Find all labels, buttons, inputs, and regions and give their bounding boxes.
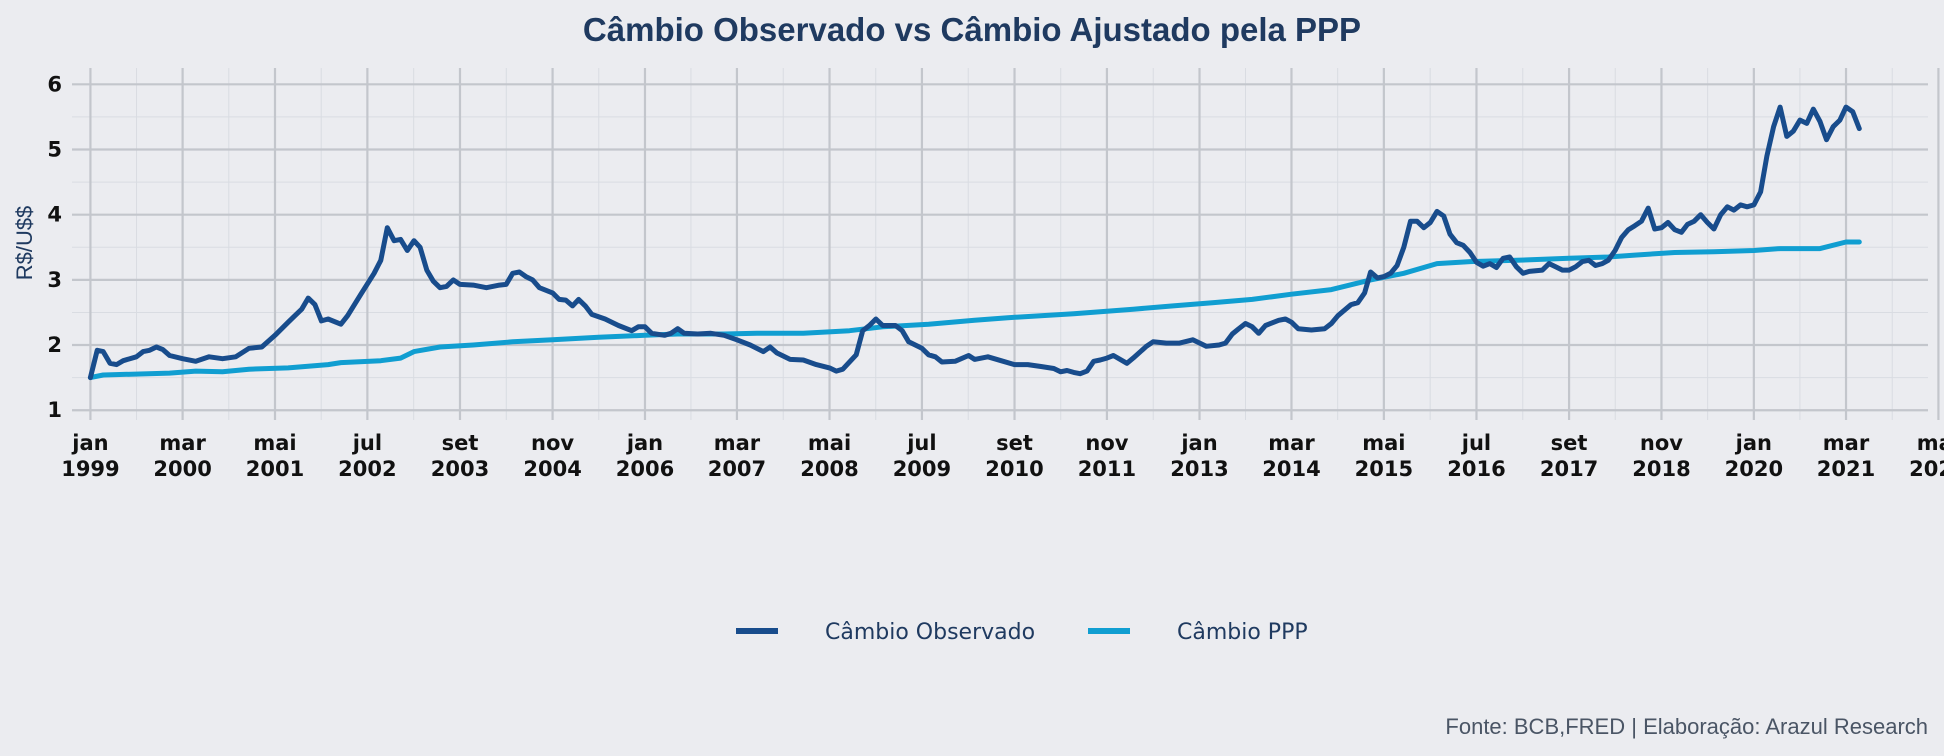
x-tick-year: 2006 xyxy=(616,457,674,481)
x-tick-year: 2007 xyxy=(708,457,766,481)
x-tick-month: jan xyxy=(1180,431,1217,455)
x-tick-month: mar xyxy=(1823,431,1870,455)
x-tick-month: jul xyxy=(352,431,382,455)
x-tick-year: 2004 xyxy=(523,457,581,481)
legend-label: Câmbio PPP xyxy=(1177,620,1308,645)
x-tick-year: 2009 xyxy=(893,457,951,481)
x-tick-month: jul xyxy=(906,431,936,455)
x-tick-month: mai xyxy=(253,431,296,455)
x-tick-year: 2011 xyxy=(1078,457,1136,481)
y-axis-ticks: 1 2 3 4 5 6 xyxy=(47,72,62,422)
x-tick-month: jan xyxy=(71,431,108,455)
x-tick-month: mar xyxy=(714,431,761,455)
series-line xyxy=(87,104,1862,381)
x-tick-year: 2013 xyxy=(1170,457,1228,481)
y-tick-label: 5 xyxy=(47,137,62,161)
x-tick-year: 2000 xyxy=(153,457,211,481)
x-tick-year: 2014 xyxy=(1262,457,1320,481)
minor-gridlines xyxy=(72,68,1928,420)
x-tick-month: mai xyxy=(1917,431,1944,455)
x-tick-month: nov xyxy=(531,431,574,455)
x-tick-month: jul xyxy=(1461,431,1491,455)
x-tick-month: set xyxy=(1551,431,1588,455)
y-axis-label: R$/U$$ xyxy=(12,206,37,281)
chart-title: Câmbio Observado vs Câmbio Ajustado pela… xyxy=(583,11,1361,48)
y-tick-label: 3 xyxy=(47,268,62,292)
x-tick-month: mai xyxy=(1362,431,1405,455)
x-tick-month: mar xyxy=(159,431,206,455)
x-tick-year: 2020 xyxy=(1725,457,1783,481)
x-tick-year: 2021 xyxy=(1817,457,1875,481)
x-tick-year: 2003 xyxy=(431,457,489,481)
x-tick-year: 2001 xyxy=(246,457,304,481)
y-tick-label: 4 xyxy=(47,203,62,227)
x-tick-month: mai xyxy=(808,431,851,455)
x-tick-year: 2022 xyxy=(1909,457,1944,481)
x-tick-year: 2002 xyxy=(338,457,396,481)
major-gridlines xyxy=(72,68,1940,420)
x-tick-month: nov xyxy=(1085,431,1128,455)
x-tick-year: 2018 xyxy=(1632,457,1690,481)
x-tick-month: mar xyxy=(1268,431,1315,455)
legend: Câmbio Observado Câmbio PPP xyxy=(736,620,1308,645)
y-tick-label: 2 xyxy=(47,333,62,357)
x-tick-month: set xyxy=(442,431,479,455)
x-tick-year: 1999 xyxy=(61,457,119,481)
x-tick-year: 2010 xyxy=(985,457,1043,481)
y-tick-label: 1 xyxy=(47,398,62,422)
y-tick-label: 6 xyxy=(47,72,62,96)
x-tick-month: set xyxy=(996,431,1033,455)
x-axis-ticks: jan1999mar2000mai2001jul2002set2003nov20… xyxy=(61,431,1944,481)
x-tick-month: jan xyxy=(1735,431,1772,455)
legend-label: Câmbio Observado xyxy=(825,620,1035,645)
x-tick-year: 2008 xyxy=(800,457,858,481)
x-tick-month: nov xyxy=(1640,431,1683,455)
x-tick-month: jan xyxy=(626,431,663,455)
source-caption: Fonte: BCB,FRED | Elaboração: Arazul Res… xyxy=(1445,714,1928,739)
x-tick-year: 2017 xyxy=(1540,457,1598,481)
series-lines xyxy=(87,104,1862,381)
x-tick-year: 2015 xyxy=(1355,457,1413,481)
x-tick-year: 2016 xyxy=(1447,457,1505,481)
